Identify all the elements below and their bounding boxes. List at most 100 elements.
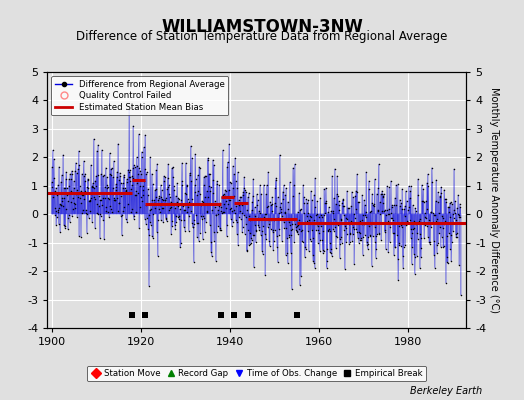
Point	[140, 178, 148, 185]
Point	[400, 206, 409, 213]
Point	[48, 184, 56, 190]
Point	[105, 150, 114, 156]
Point	[133, 162, 141, 169]
Point	[317, 220, 325, 226]
Point	[329, 226, 337, 232]
Point	[200, 174, 208, 180]
Legend: Station Move, Record Gap, Time of Obs. Change, Empirical Break: Station Move, Record Gap, Time of Obs. C…	[88, 366, 426, 382]
Point	[121, 204, 129, 210]
Point	[392, 202, 400, 208]
Point	[77, 199, 85, 206]
Point	[205, 170, 213, 177]
Point	[67, 188, 75, 194]
Point	[185, 199, 194, 206]
Point	[66, 170, 74, 177]
Point	[209, 177, 217, 184]
Point	[372, 233, 380, 240]
Point	[312, 210, 321, 217]
Point	[404, 219, 412, 226]
Point	[422, 215, 430, 222]
Point	[202, 208, 211, 215]
Point	[302, 213, 311, 219]
Point	[166, 205, 174, 212]
Point	[88, 183, 96, 189]
Point	[115, 200, 124, 207]
Point	[138, 198, 147, 204]
Point	[127, 182, 136, 188]
Point	[333, 173, 342, 179]
Point	[272, 233, 281, 239]
Point	[132, 192, 140, 198]
Point	[347, 220, 356, 227]
Point	[319, 228, 327, 235]
Point	[99, 217, 107, 224]
Point	[55, 204, 63, 211]
Point	[274, 194, 282, 200]
Point	[155, 193, 163, 200]
Point	[183, 182, 191, 188]
Point	[375, 161, 383, 168]
Point	[74, 148, 83, 154]
Point	[414, 176, 422, 182]
Point	[168, 218, 177, 225]
Point	[299, 239, 307, 245]
Point	[382, 212, 390, 219]
Point	[155, 206, 163, 212]
Point	[242, 221, 250, 227]
Point	[280, 209, 289, 215]
Point	[454, 210, 462, 217]
Point	[335, 198, 343, 204]
Point	[277, 199, 285, 206]
Point	[205, 170, 214, 177]
Point	[70, 201, 79, 207]
Point	[279, 182, 288, 188]
Point	[236, 194, 245, 200]
Point	[217, 194, 226, 200]
Point	[196, 230, 204, 236]
Point	[125, 174, 133, 180]
Point	[413, 236, 422, 242]
Text: Berkeley Earth: Berkeley Earth	[410, 386, 482, 396]
Point	[406, 217, 414, 224]
Point	[405, 183, 413, 190]
Point	[294, 216, 303, 223]
Point	[233, 185, 242, 191]
Point	[417, 245, 425, 251]
Point	[436, 244, 445, 250]
Point	[406, 188, 414, 194]
Point	[408, 230, 416, 236]
Point	[252, 228, 260, 234]
Point	[137, 154, 146, 160]
Point	[238, 210, 246, 216]
Point	[418, 182, 426, 188]
Point	[194, 188, 202, 195]
Point	[102, 204, 110, 210]
Point	[373, 207, 381, 213]
Point	[253, 197, 261, 203]
Point	[429, 219, 438, 225]
Point	[303, 200, 311, 206]
Point	[233, 230, 241, 237]
Point	[342, 239, 351, 245]
Point	[147, 206, 156, 212]
Point	[181, 190, 190, 196]
Point	[384, 249, 392, 256]
Point	[416, 230, 424, 237]
Point	[206, 184, 215, 190]
Point	[299, 182, 308, 188]
Point	[411, 254, 419, 260]
Point	[75, 183, 84, 189]
Point	[173, 203, 182, 210]
Point	[421, 213, 430, 220]
Point	[51, 208, 60, 215]
Point	[126, 167, 134, 173]
Point	[311, 203, 320, 210]
Point	[152, 167, 161, 174]
Point	[340, 212, 348, 218]
Point	[434, 240, 443, 246]
Point	[228, 208, 236, 214]
Point	[78, 210, 86, 216]
Point	[104, 195, 113, 201]
Point	[72, 160, 80, 166]
Point	[349, 194, 357, 200]
